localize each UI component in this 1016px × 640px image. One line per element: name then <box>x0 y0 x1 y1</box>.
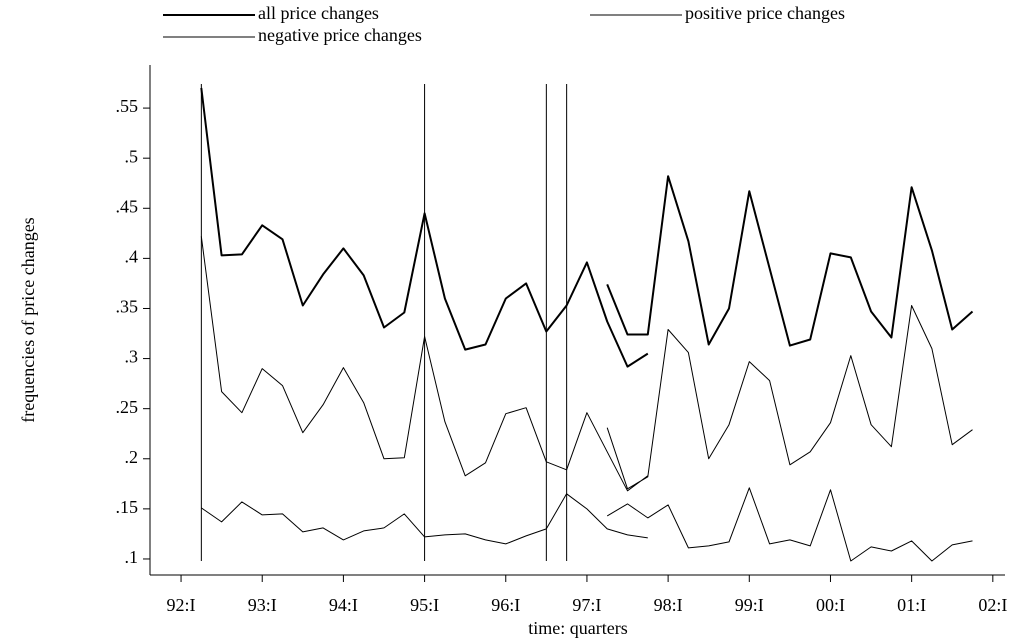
x-tick-label: 01:I <box>897 595 926 615</box>
y-tick-label: .15 <box>116 497 139 517</box>
legend-label: positive price changes <box>685 3 845 23</box>
y-tick-label: .35 <box>116 297 139 317</box>
y-tick-label: .25 <box>116 397 139 417</box>
x-tick-label: 95:I <box>410 595 439 615</box>
series-line <box>200 87 974 368</box>
y-tick-label: .4 <box>125 247 139 267</box>
x-tick-label: 00:I <box>816 595 845 615</box>
x-axis-label: time: quarters <box>528 618 627 638</box>
x-tick-label: 93:I <box>248 595 277 615</box>
y-tick-label: .2 <box>125 447 139 467</box>
x-tick-label: 96:I <box>491 595 520 615</box>
y-tick-label: .5 <box>125 146 139 166</box>
y-tick-label: .55 <box>116 96 139 116</box>
legend-label: negative price changes <box>258 25 422 45</box>
legend-label: all price changes <box>258 3 379 23</box>
series-line <box>200 236 973 492</box>
y-tick-label: .45 <box>116 196 139 216</box>
x-tick-label: 02:I <box>978 595 1007 615</box>
series-line <box>201 487 973 562</box>
x-tick-label: 99:I <box>735 595 764 615</box>
x-tick-label: 94:I <box>329 595 358 615</box>
y-tick-label: .3 <box>125 347 139 367</box>
y-tick-label: .1 <box>125 547 139 567</box>
x-tick-label: 92:I <box>167 595 196 615</box>
x-tick-label: 97:I <box>572 595 601 615</box>
x-tick-label: 98:I <box>654 595 683 615</box>
y-axis-label: frequencies of price changes <box>18 217 38 422</box>
